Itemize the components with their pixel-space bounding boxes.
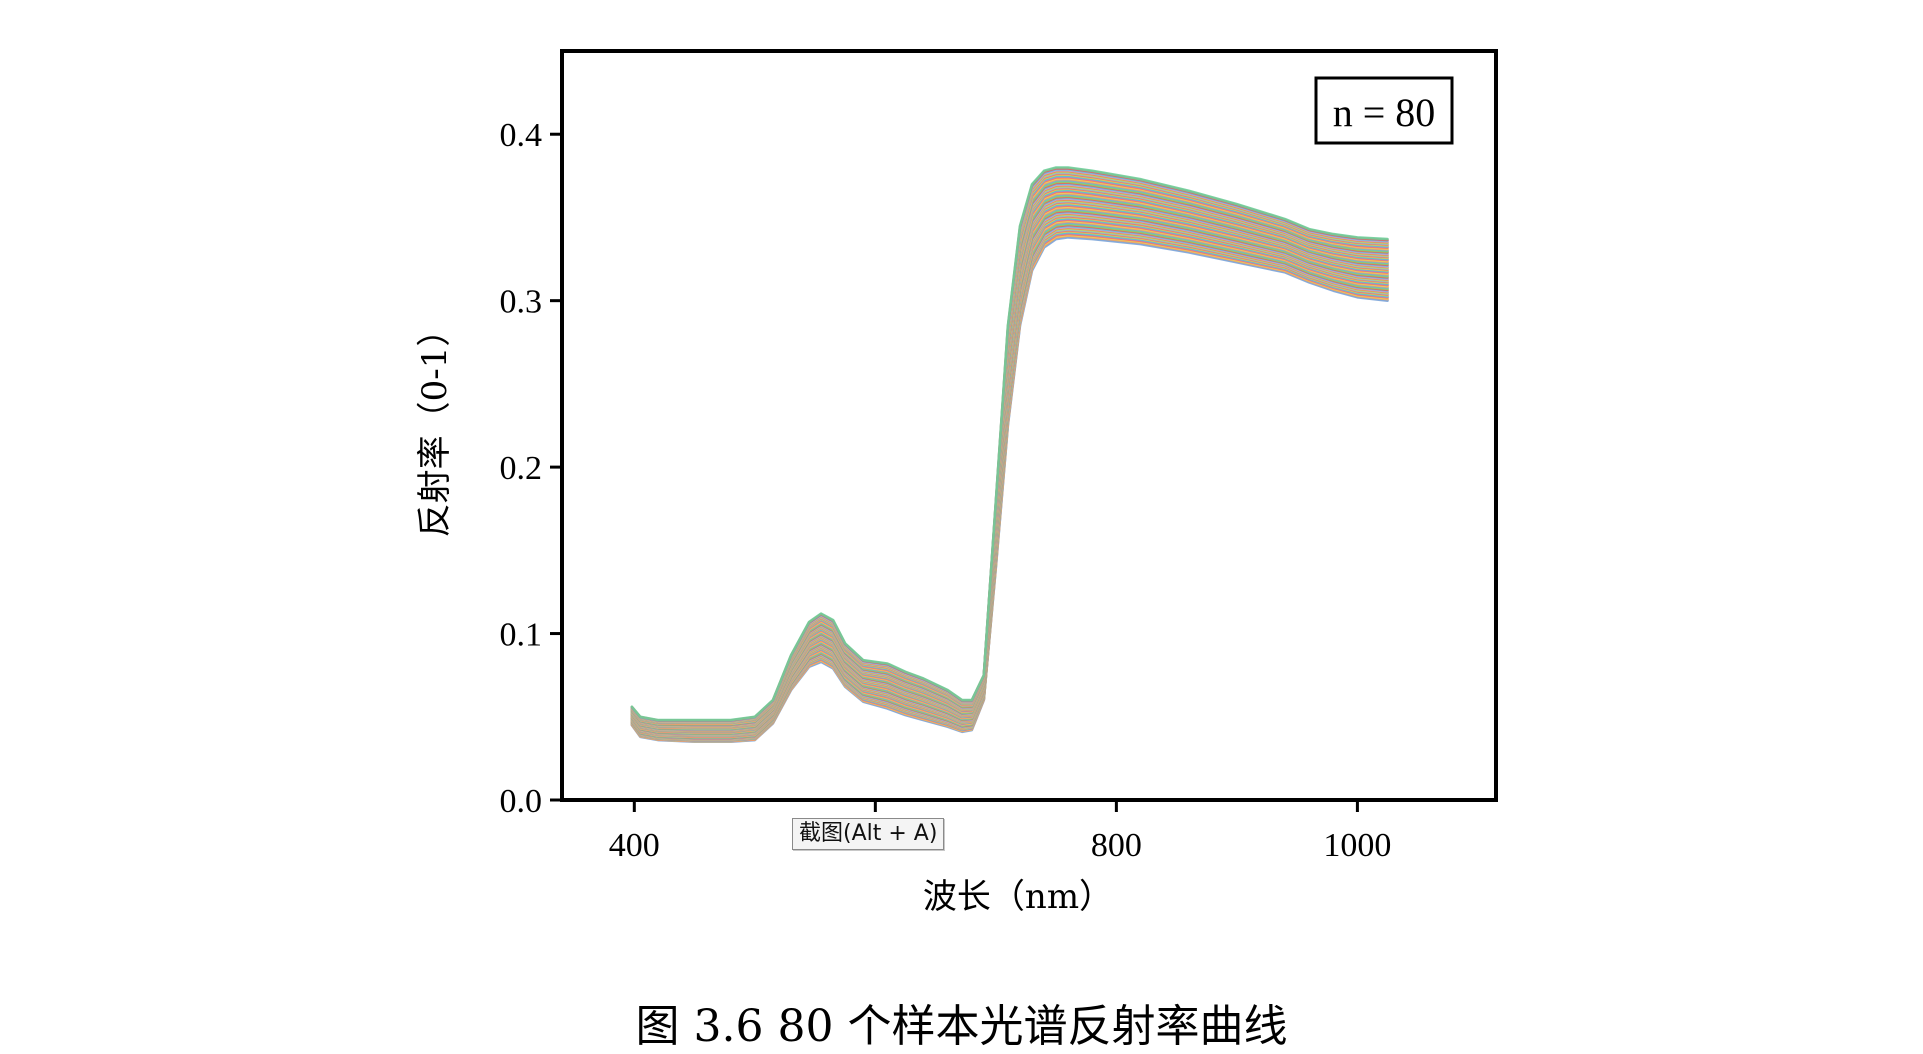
spectrum-line	[630, 193, 1389, 730]
x-tick-label: 800	[1091, 827, 1142, 864]
spectrum-line	[630, 214, 1389, 737]
x-tick-label: 400	[609, 827, 660, 864]
spectrum-line	[630, 210, 1389, 736]
spectrum-line	[630, 220, 1389, 739]
spectrum-line	[630, 217, 1389, 738]
spectrum-line	[630, 202, 1389, 733]
spectrum-line	[630, 191, 1389, 730]
spectrum-line	[630, 208, 1389, 735]
spectrum-line	[630, 212, 1389, 736]
y-tick-label: 0.3	[500, 284, 543, 321]
spectrum-line	[630, 204, 1389, 734]
spectrum-line	[630, 207, 1389, 735]
spectrum-line	[630, 194, 1389, 731]
spectrum-line	[630, 206, 1389, 734]
spectrum-line	[630, 221, 1389, 739]
x-tick-label: 1000	[1323, 827, 1391, 864]
spectrum-line	[630, 192, 1389, 730]
spectrum-line	[630, 166, 1389, 722]
spectrum-line	[630, 214, 1389, 737]
spectrum-line	[630, 190, 1389, 729]
spectrum-line	[630, 200, 1389, 733]
spectrum-line	[630, 191, 1389, 730]
spectral-curves	[630, 166, 1389, 744]
plot-frame	[560, 49, 1498, 802]
y-tick-label: 0.1	[500, 617, 543, 654]
sample-count-label: n = 80	[1333, 90, 1436, 135]
spectrum-line	[630, 215, 1389, 737]
y-tick-label: 0.0	[500, 783, 543, 820]
y-axis-title: 反射率（0-1）	[415, 313, 455, 538]
spectrum-line	[630, 213, 1389, 736]
spectrum-line	[630, 199, 1389, 732]
spectrum-line	[630, 195, 1389, 731]
figure-caption: 图 3.6 80 个样本光谱反射率曲线	[635, 1001, 1288, 1052]
spectrum-line	[630, 198, 1389, 732]
x-axis-title: 波长（nm）	[923, 877, 1113, 917]
spectrum-line	[630, 209, 1389, 735]
spectrum-line	[630, 219, 1389, 738]
spectrum-line	[630, 197, 1389, 732]
spectrum-line	[630, 199, 1389, 732]
y-tick-label: 0.4	[500, 117, 543, 154]
axis-ticks: 0.0 0.1 0.2 0.3 0.4 400 800 1000	[500, 117, 1392, 864]
y-tick-label: 0.2	[500, 450, 543, 487]
spectrum-line	[630, 218, 1389, 738]
spectrum-line	[630, 211, 1389, 736]
screenshot-tooltip: 截图(Alt + A)	[792, 818, 945, 850]
spectrum-line	[630, 206, 1389, 735]
spectrum-line	[630, 205, 1389, 734]
spectrum-line	[630, 196, 1389, 731]
spectrum-line	[630, 201, 1389, 733]
spectrum-line	[630, 203, 1389, 733]
sample-count-box	[1314, 76, 1454, 145]
spectrum-line	[630, 216, 1389, 738]
